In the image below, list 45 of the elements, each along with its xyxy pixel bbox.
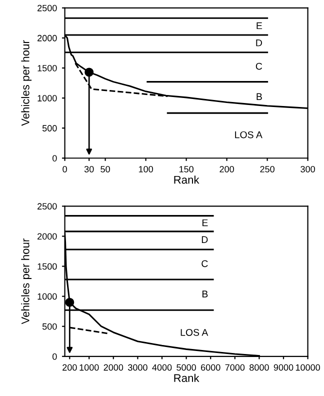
x-axis-title: Rank xyxy=(174,176,200,184)
x-tick-label: 0 xyxy=(62,166,67,172)
x-tick-label: 3000 xyxy=(128,364,148,371)
x-tick-label: 6000 xyxy=(201,364,220,371)
x-axis-title: Rank xyxy=(174,374,200,382)
y-tick-label: 500 xyxy=(42,323,57,330)
x-tick-label: 150 xyxy=(179,166,194,172)
y-axis-title: Vehicles per hour xyxy=(21,238,32,324)
x-tick-label: 50 xyxy=(100,166,110,172)
y-tick-label: 1500 xyxy=(38,263,57,270)
y-tick-label: 2500 xyxy=(38,4,57,12)
y-tick-label: 1000 xyxy=(38,293,57,300)
annotation: B xyxy=(202,290,208,298)
x-tick-label: 250 xyxy=(260,166,274,172)
x-tick-label: 200 xyxy=(220,166,234,172)
x-tick-label: 8000 xyxy=(250,364,269,371)
y-tick-label: 2000 xyxy=(38,233,57,240)
annotation: E xyxy=(256,22,262,30)
x-tick-label: 2000 xyxy=(104,364,124,371)
x-tick-label: 7000 xyxy=(225,364,245,371)
x-tick-label: 30 xyxy=(84,166,94,172)
annotation: B xyxy=(256,93,262,100)
x-tick-label: 100 xyxy=(138,166,153,172)
y-tick-label: 0 xyxy=(52,353,57,360)
annotation: D xyxy=(256,39,262,46)
x-tick-label: 1000 xyxy=(80,364,99,371)
x-tick-label: 200 xyxy=(62,364,77,371)
annotation: D xyxy=(202,236,208,243)
y-tick-label: 2000 xyxy=(38,34,57,42)
y-tick-label: 1000 xyxy=(38,95,57,102)
annotation: LOS A xyxy=(180,328,208,336)
x-tick-label: 10000 xyxy=(296,364,320,371)
y-tick-label: 1500 xyxy=(38,64,57,72)
x-tick-label: 9000 xyxy=(274,364,294,371)
x-tick-label: 300 xyxy=(300,166,315,172)
y-axis-title: Vehicles per hour xyxy=(21,40,32,126)
y-tick-label: 0 xyxy=(52,155,57,162)
x-tick-label: 4000 xyxy=(152,364,172,371)
annotation: C xyxy=(256,62,262,70)
x-tick-label: 5000 xyxy=(176,364,196,371)
annotation: C xyxy=(202,260,208,268)
annotation: E xyxy=(202,219,208,226)
y-tick-label: 2500 xyxy=(38,203,57,210)
y-tick-label: 500 xyxy=(42,125,57,132)
annotation: LOS A xyxy=(235,131,262,138)
